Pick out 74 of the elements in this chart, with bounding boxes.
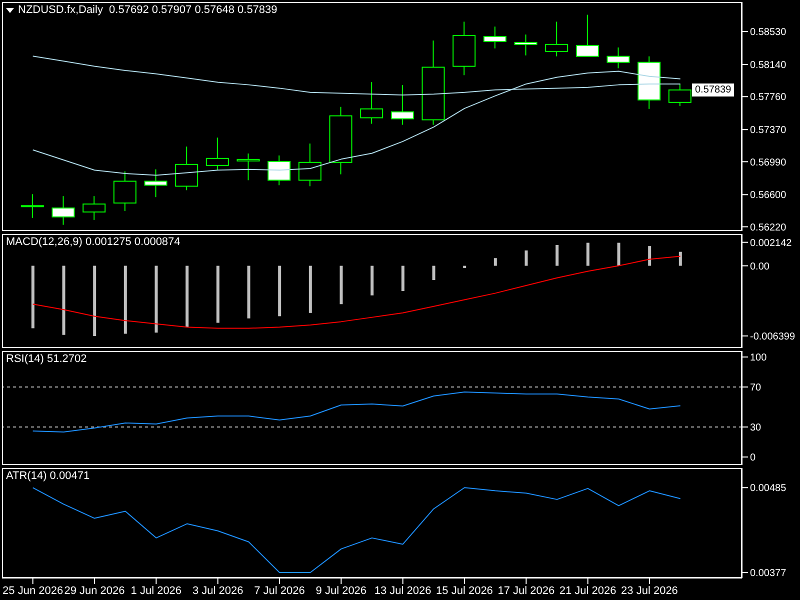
- candlestick: [483, 26, 506, 49]
- y-tick-label: 0.00: [750, 261, 770, 272]
- y-tick-label: 0.58140: [750, 60, 787, 72]
- candlestick: [545, 21, 568, 57]
- bar: [524, 250, 528, 266]
- y-tick-label: 0.56220: [750, 222, 787, 234]
- y-tick-label: 0.57760: [750, 92, 787, 104]
- bar: [124, 266, 127, 334]
- candlestick: [576, 14, 599, 57]
- chart-title: RSI(14) 51.2702: [6, 353, 87, 365]
- y-tick-label: 0.00377: [750, 568, 787, 580]
- bar: [93, 266, 96, 336]
- line-series: [32, 256, 681, 329]
- line-series: [32, 392, 681, 432]
- candlestick: [20, 194, 44, 218]
- x-tick-label: 9 Jul 2026: [316, 584, 367, 597]
- x-tick-label: 13 Jul 2026: [374, 584, 432, 597]
- bar: [617, 242, 620, 266]
- x-tick-label: 21 Jul 2026: [559, 584, 616, 597]
- candlestick: [206, 137, 229, 171]
- x-tick-label: 1 Jul 2026: [130, 584, 182, 597]
- y-tick-label: 0.56990: [750, 157, 787, 168]
- x-tick-label: 29 Jun 2026: [64, 584, 125, 597]
- chart-title: ATR(14) 0.00471: [6, 470, 90, 482]
- x-tick-label: 3 Jul 2026: [192, 584, 244, 597]
- y-tick-label: -0.006399: [750, 331, 796, 342]
- bar: [401, 266, 404, 291]
- candlestick: [514, 34, 538, 56]
- y-tick-label: 0.56600: [750, 190, 787, 202]
- candlestick: [82, 196, 106, 220]
- y-tick-label: 0.58530: [750, 27, 787, 38]
- candlestick: [144, 168, 168, 198]
- y-tick-label: 0.57370: [750, 125, 787, 136]
- x-tick-label: 15 Jul 2026: [436, 584, 493, 597]
- bar: [648, 246, 652, 266]
- bar: [370, 266, 374, 296]
- bar: [678, 252, 682, 266]
- line-series: [32, 487, 681, 573]
- annotation: 0.57839: [692, 83, 734, 96]
- candlestick: [52, 196, 75, 226]
- bar: [340, 266, 343, 304]
- candlestick: [268, 154, 291, 186]
- candlestick: [668, 84, 692, 107]
- candlestick: [360, 82, 384, 124]
- candlestick: [298, 143, 322, 187]
- x-tick-label: 7 Jul 2026: [254, 584, 305, 597]
- y-tick-label: 30: [750, 422, 762, 434]
- bar: [556, 244, 559, 266]
- candlestick: [390, 84, 414, 126]
- bar: [31, 266, 34, 328]
- x-tick-label: 25 Jun 2026: [2, 584, 64, 597]
- bar: [216, 266, 220, 323]
- x-tick-label: 23 Jul 2026: [621, 584, 678, 597]
- chart-title: NZDUSD.fx,Daily 0.57692 0.57907 0.57648 0.57839: [18, 4, 278, 16]
- y-tick-label: 0: [750, 452, 756, 464]
- candlestick: [606, 46, 630, 69]
- chart-title: MACD(12,26,9) 0.001275 0.000874: [6, 236, 180, 248]
- bar: [494, 258, 497, 266]
- bar: [308, 266, 312, 313]
- candlestick: [236, 153, 260, 181]
- y-tick-label: 70: [750, 382, 762, 394]
- bar: [432, 266, 436, 280]
- y-tick-label: 100: [750, 352, 768, 364]
- bar: [247, 266, 250, 318]
- candlestick: [113, 170, 136, 212]
- y-tick-label: 0.002142: [750, 238, 792, 249]
- x-tick-label: 17 Jul 2026: [498, 584, 555, 597]
- candlestick: [175, 146, 198, 191]
- bar: [586, 242, 590, 266]
- bar: [62, 266, 66, 335]
- bar: [278, 266, 282, 316]
- y-tick-label: 0.00485: [750, 483, 787, 494]
- bar: [154, 266, 158, 333]
- bar: [186, 266, 189, 328]
